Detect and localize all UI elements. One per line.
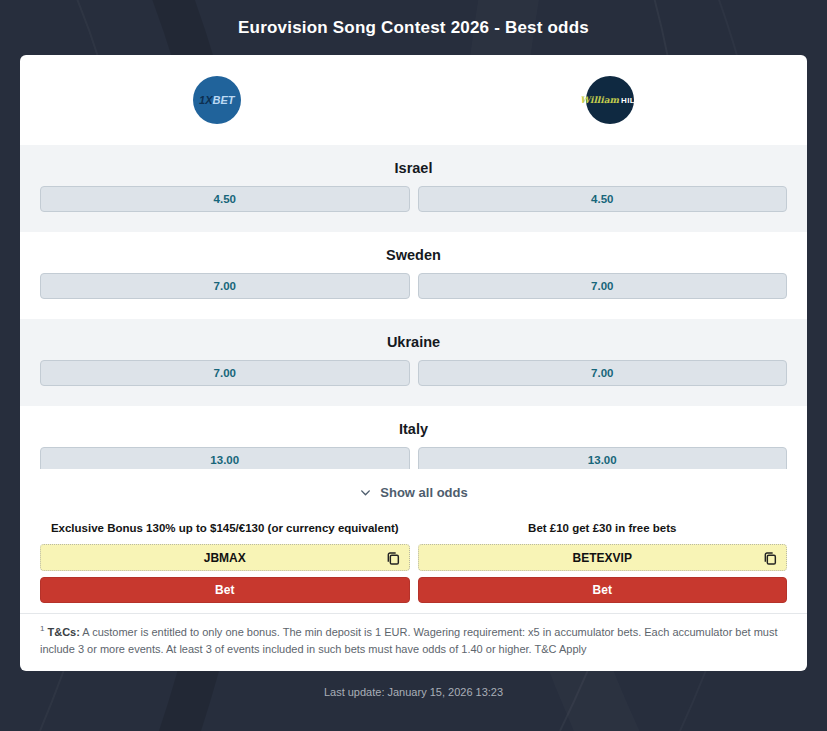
bet-button[interactable]: Bet [40,577,410,603]
terms-label: T&Cs: [48,626,80,638]
odds-button-1xbet[interactable]: 4.50 [40,186,410,212]
offers-section: Exclusive Bonus 130% up to $145/€130 (or… [20,514,807,603]
show-all-odds-button[interactable]: Show all odds [20,469,807,514]
logo-text: HILL [621,97,640,105]
bet-button[interactable]: Bet [418,577,788,603]
bookmaker-cell-1xbet: 1XBET [20,55,414,145]
terms-superscript: 1 [40,624,44,633]
bonus-text: Exclusive Bonus 130% up to $145/€130 (or… [40,522,410,535]
chevron-down-icon [359,486,372,499]
copy-icon[interactable] [762,550,778,566]
bookmaker-cell-williamhill: William HILL [414,55,808,145]
country-name: Israel [40,160,787,176]
odds-widget-card: 1XBET William HILL Israel 4.50 4.50 Swed… [20,55,807,671]
odds-row-sweden: Sweden 7.00 7.00 [20,232,807,319]
bookmaker-logo-1xbet[interactable]: 1XBET [193,76,241,124]
country-name: Sweden [40,247,787,263]
country-name: Ukraine [40,334,787,350]
bookmaker-logo-row: 1XBET William HILL [20,55,807,145]
promo-code: JBMAX [204,551,246,565]
odds-button-1xbet[interactable]: 7.00 [40,273,410,299]
show-all-odds-label: Show all odds [380,485,467,500]
promo-code: BETEXVIP [573,551,632,565]
promo-code-box[interactable]: JBMAX [40,544,410,571]
page-header: Eurovision Song Contest 2026 - Best odds [0,0,827,55]
odds-button-williamhill[interactable]: 13.00 [418,447,788,469]
odds-button-williamhill[interactable]: 7.00 [418,273,788,299]
odds-row-israel: Israel 4.50 4.50 [20,145,807,232]
terms-text: A customer is entitled to only one bonus… [40,626,778,655]
logo-text: 1X [199,94,212,106]
country-name: Italy [40,421,787,437]
copy-icon[interactable] [385,550,401,566]
page-title: Eurovision Song Contest 2026 - Best odds [238,18,589,38]
offer-1xbet: Exclusive Bonus 130% up to $145/€130 (or… [40,522,410,603]
offer-williamhill: Bet £10 get £30 in free bets BETEXVIP Be… [418,522,788,603]
bonus-text: Bet £10 get £30 in free bets [418,522,788,535]
bookmaker-logo-williamhill[interactable]: William HILL [586,76,634,124]
logo-text: William [580,96,619,105]
terms-and-conditions: 1 T&Cs: A customer is entitled to only o… [20,613,807,671]
odds-button-1xbet[interactable]: 13.00 [40,447,410,469]
odds-row-italy: Italy 13.00 13.00 [20,406,807,469]
promo-code-box[interactable]: BETEXVIP [418,544,788,571]
odds-row-ukraine: Ukraine 7.00 7.00 [20,319,807,406]
last-update-text: Last update: January 15, 2026 13:23 [0,686,827,698]
odds-button-1xbet[interactable]: 7.00 [40,360,410,386]
logo-text: BET [212,94,234,106]
odds-button-williamhill[interactable]: 4.50 [418,186,788,212]
odds-button-williamhill[interactable]: 7.00 [418,360,788,386]
